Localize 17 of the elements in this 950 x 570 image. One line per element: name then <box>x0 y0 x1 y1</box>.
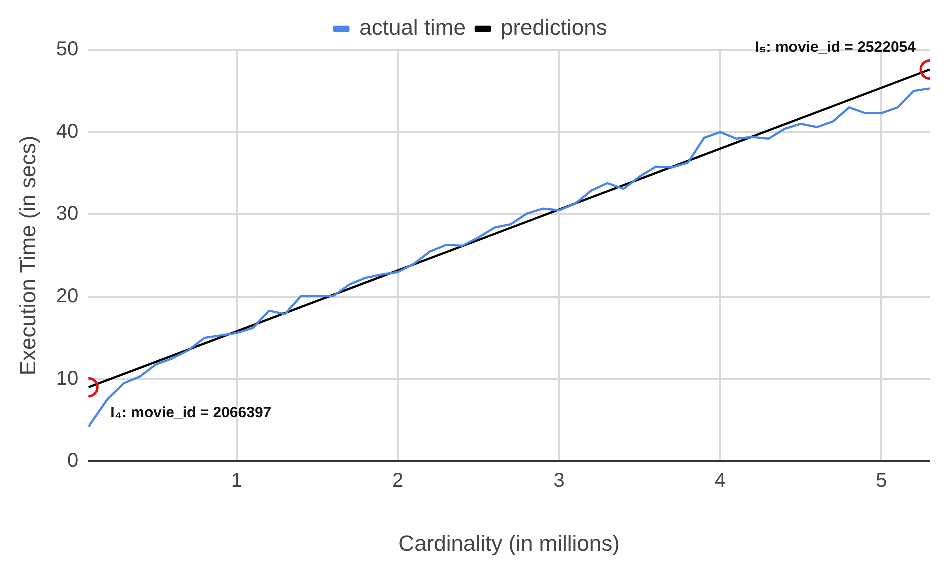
y-axis-title: Execution Time (in secs) <box>15 136 40 376</box>
y-tick-label: 50 <box>56 38 79 61</box>
x-axis-title: Cardinality (in millions) <box>398 530 620 556</box>
y-tick-label: 20 <box>56 285 79 308</box>
x-tick-label: 2 <box>392 470 404 492</box>
legend-label: actual time <box>360 15 466 40</box>
x-tick-label: 3 <box>554 470 565 492</box>
y-tick-label: 10 <box>56 368 79 390</box>
annotation: I₅: movie_id = 2522054 <box>755 38 917 56</box>
y-tick-label: 30 <box>56 203 79 226</box>
x-tick-label: 4 <box>714 470 726 492</box>
x-tick-label: 5 <box>876 470 888 492</box>
annotation: I₄: movie_id = 2066397 <box>110 404 272 422</box>
x-tick-label: 1 <box>231 470 242 492</box>
y-tick-label: 0 <box>68 450 79 472</box>
y-tick-label: 40 <box>56 120 79 143</box>
legend-label: predictions <box>500 15 608 40</box>
